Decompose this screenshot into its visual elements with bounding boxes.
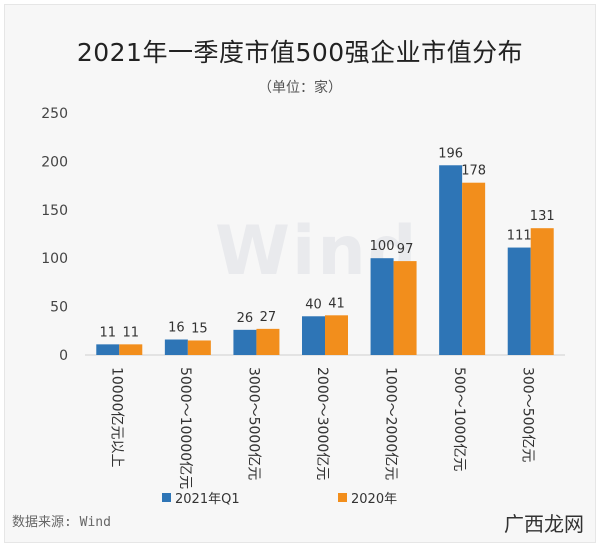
bar-2021q1-2 bbox=[233, 329, 257, 355]
data-label: 196 bbox=[438, 146, 463, 161]
bar-2020-3 bbox=[325, 315, 348, 355]
category-label: 300～500亿元 bbox=[520, 367, 536, 462]
bar-2021q1-0 bbox=[96, 344, 120, 355]
chart-subtitle: （单位：家） bbox=[258, 80, 342, 96]
category-label: 2000～3000亿元 bbox=[314, 367, 330, 480]
y-tick-label: 50 bbox=[50, 300, 68, 316]
source-note: 数据来源: Wind bbox=[12, 515, 111, 530]
brand-logo-text: 广西龙网 bbox=[504, 512, 584, 536]
data-label: 11 bbox=[123, 325, 140, 340]
data-label: 41 bbox=[328, 296, 345, 311]
chart-title: 2021年一季度市值500强企业市值分布 bbox=[76, 38, 524, 67]
data-label: 111 bbox=[507, 229, 532, 244]
bar-2020-1 bbox=[187, 340, 211, 355]
data-label: 100 bbox=[370, 239, 395, 254]
data-label: 27 bbox=[260, 310, 277, 325]
bar-2021q1-1 bbox=[164, 339, 188, 355]
bar-2021q1-3 bbox=[302, 316, 325, 355]
bar-2021q1-5 bbox=[439, 165, 463, 355]
bar-2020-2 bbox=[256, 328, 280, 355]
data-label: 26 bbox=[237, 311, 254, 326]
bar-2021q1-4 bbox=[370, 258, 394, 355]
y-tick-label: 0 bbox=[59, 348, 68, 364]
category-label: 1000～2000亿元 bbox=[383, 367, 399, 480]
category-label: 500～1000亿元 bbox=[451, 367, 467, 471]
y-tick-label: 100 bbox=[41, 251, 68, 267]
bar-2020-6 bbox=[530, 228, 554, 355]
y-tick-label: 150 bbox=[41, 203, 68, 219]
y-tick-label: 250 bbox=[41, 106, 68, 122]
category-label: 5000～10000亿元 bbox=[177, 367, 193, 489]
category-label: 3000～5000亿元 bbox=[245, 367, 261, 480]
legend: 2021年Q1 2020年 bbox=[160, 488, 500, 507]
data-label: 40 bbox=[305, 297, 322, 312]
data-label: 16 bbox=[168, 321, 185, 336]
y-tick-label: 200 bbox=[41, 154, 68, 170]
bar-2020-0 bbox=[119, 344, 143, 355]
data-label: 11 bbox=[100, 325, 117, 340]
bar-2020-5 bbox=[462, 182, 486, 355]
bar-2021q1-6 bbox=[507, 247, 531, 355]
data-label: 15 bbox=[191, 321, 208, 336]
data-label: 178 bbox=[461, 164, 486, 179]
legend-label-2020: 2020年 bbox=[351, 492, 398, 507]
chart-frame bbox=[4, 4, 596, 543]
legend-swatch-2020 bbox=[338, 493, 347, 502]
legend-swatch-2021q1 bbox=[162, 493, 171, 502]
legend-label-2021q1: 2021年Q1 bbox=[175, 492, 240, 507]
category-label: 10000亿元以上 bbox=[108, 367, 124, 468]
data-label: 131 bbox=[530, 209, 555, 224]
data-label: 97 bbox=[397, 242, 414, 257]
bar-2020-4 bbox=[393, 261, 417, 355]
legend-item-2021q1: 2021年Q1 bbox=[162, 488, 240, 507]
legend-item-2020: 2020年 bbox=[338, 488, 397, 507]
